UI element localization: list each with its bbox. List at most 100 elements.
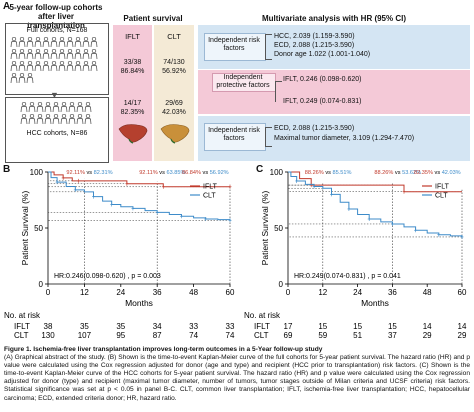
risk-table-cell: 107	[78, 331, 92, 340]
risk-table-row-label: CLT	[14, 331, 29, 340]
caption-body: (A) Graphical abstract of the study. (B)…	[4, 354, 470, 402]
hcc-cohort-box: HCC cohorts, N=86	[5, 97, 109, 163]
annotation-clt: 85.51%	[332, 170, 351, 176]
annotation-clt: 82.31%	[94, 170, 113, 176]
person-icon	[10, 48, 18, 60]
hcc-clt-count: 29/69	[165, 100, 183, 107]
person-icon	[42, 36, 50, 48]
x-tick-label: 12	[318, 288, 327, 297]
person-icon	[28, 113, 36, 125]
risk1-value-1: ECD, 2.088 (1.215-3.590)	[274, 42, 355, 49]
full-cohort-people-icon	[10, 36, 104, 85]
person-icon	[82, 48, 90, 60]
x-axis-label: Months	[361, 298, 389, 308]
risk-table-cell: 14	[458, 322, 467, 331]
annotation-vs: vs	[158, 170, 167, 176]
person-icon	[18, 36, 26, 48]
x-tick-label: 60	[226, 288, 235, 297]
x-tick-label: 24	[353, 288, 362, 297]
hcc-clt-pct: 42.03%	[162, 109, 186, 116]
survival-annotation: 82.35% vs 42.03%	[414, 170, 461, 176]
person-icon	[60, 113, 68, 125]
person-icon	[42, 60, 50, 72]
liver-clt-icon	[160, 124, 190, 144]
liver-iflt-icon	[118, 124, 148, 144]
series-line-clt	[288, 171, 463, 237]
risk1-connector	[265, 34, 272, 60]
person-icon	[50, 60, 58, 72]
risk-table-cell: 15	[353, 322, 362, 331]
person-icon	[34, 36, 42, 48]
y-tick-label: 50	[34, 224, 43, 233]
person-icon	[50, 36, 58, 48]
risk-table-cell: 29	[423, 331, 432, 340]
prot-label: Independent protective factors	[216, 74, 270, 89]
x-tick-label: 24	[116, 288, 125, 297]
survival-annotation: 92.11% vs 82.31%	[66, 170, 112, 176]
mv-header: Multivariate analysis with HR (95% CI)	[261, 14, 407, 23]
person-icon	[36, 101, 44, 113]
risk-table-row-label: CLT	[254, 331, 269, 340]
person-icon	[84, 113, 92, 125]
person-icon	[26, 60, 34, 72]
hcc-iflt-count: 14/17	[123, 100, 142, 107]
annotation-clt: 53.62%	[402, 170, 421, 176]
risk-table-cell: 95	[116, 331, 125, 340]
person-icon	[42, 48, 50, 60]
cohort-down-arrow-icon: ▼	[50, 90, 59, 100]
risk-table-cell: 34	[153, 322, 162, 331]
person-icon	[60, 101, 68, 113]
person-icon	[10, 60, 18, 72]
full-iflt-pct: 86.84%	[120, 68, 145, 75]
person-icon	[90, 36, 98, 48]
annotation-iflt: 92.11%	[139, 170, 158, 176]
hcc-cohort-people-icon	[20, 101, 94, 126]
annotation-iflt: 88.26%	[374, 170, 393, 176]
annotation-vs: vs	[85, 170, 94, 176]
y-tick-label: 0	[279, 280, 284, 289]
risk-table-cell: 15	[318, 322, 327, 331]
person-icon	[76, 101, 84, 113]
survival-annotation: 86.84% vs 56.92%	[182, 170, 229, 176]
survival-annotation: 92.11% vs 63.85%	[139, 170, 185, 176]
x-tick-label: 48	[189, 288, 198, 297]
hr-text: HR:0.246(0.098-0.620) , p = 0.003	[54, 273, 161, 280]
caption-title: Figure 1. Ischemia-free liver transplant…	[4, 346, 323, 353]
chart-c: 0 50 100 0 12 24 36 48 60 Months Patient Survival …	[244, 168, 467, 340]
legend-label: IFLT	[435, 184, 450, 191]
full-clt-pct: 56.92%	[162, 68, 186, 75]
person-icon	[84, 101, 92, 113]
annotation-vs: vs	[433, 170, 442, 176]
x-tick-label: 60	[458, 288, 467, 297]
legend-label: CLT	[203, 193, 216, 200]
risk-table-title: No. at risk	[4, 311, 41, 320]
full-iflt-count: 33/38	[123, 59, 142, 66]
person-icon	[66, 60, 74, 72]
risk-table-cell: 51	[353, 331, 362, 340]
person-icon	[52, 113, 60, 125]
risk-table-cell: 69	[284, 331, 293, 340]
survival-annotation: 88.26% vs 53.62%	[374, 170, 421, 176]
risk-table-cell: 33	[189, 322, 198, 331]
person-icon	[50, 48, 58, 60]
x-tick-label: 48	[423, 288, 432, 297]
full-cohort-box: Full cohorts, N=168	[5, 23, 109, 95]
risk-table-cell: 17	[284, 322, 293, 331]
person-icon	[34, 48, 42, 60]
person-icon	[58, 48, 66, 60]
risk1-label: Independent risk factors	[208, 37, 260, 52]
annotation-iflt: 92.11%	[66, 170, 85, 176]
followup-header: 5-year follow-up cohorts after liver tra…	[9, 3, 103, 30]
annotation-iflt: 82.35%	[414, 170, 433, 176]
x-tick-label: 36	[153, 288, 162, 297]
person-icon	[44, 113, 52, 125]
person-icon	[10, 36, 18, 48]
y-axis-label: Patient Survival (%)	[260, 191, 270, 266]
annotation-vs: vs	[201, 170, 210, 176]
legend-label: IFLT	[203, 184, 218, 191]
risk-table-cell: 15	[388, 322, 397, 331]
prot-value-full: IFLT, 0.246 (0.098-0.620)	[283, 76, 362, 83]
x-tick-label: 36	[388, 288, 397, 297]
risk1-value-0: HCC, 2.039 (1.159-3.590)	[274, 33, 355, 40]
risk-table-cell: 130	[41, 331, 55, 340]
